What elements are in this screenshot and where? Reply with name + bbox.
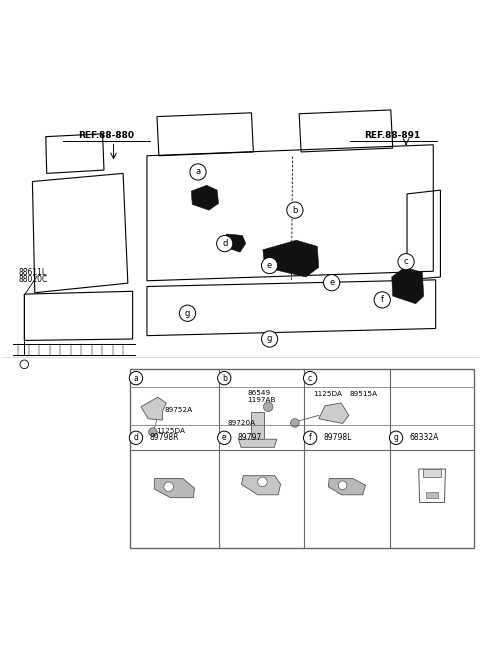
Text: 89798L: 89798L bbox=[324, 433, 352, 442]
Text: g: g bbox=[185, 309, 190, 318]
Circle shape bbox=[129, 371, 143, 385]
Text: c: c bbox=[308, 374, 312, 382]
Polygon shape bbox=[155, 478, 194, 497]
Text: 89515A: 89515A bbox=[350, 391, 378, 397]
Text: 68332A: 68332A bbox=[409, 433, 439, 442]
Circle shape bbox=[287, 202, 303, 218]
Polygon shape bbox=[141, 397, 166, 420]
Circle shape bbox=[217, 371, 231, 385]
Polygon shape bbox=[319, 403, 349, 424]
Polygon shape bbox=[252, 413, 264, 440]
Text: 1125DA: 1125DA bbox=[313, 391, 342, 397]
Circle shape bbox=[216, 235, 233, 252]
Circle shape bbox=[303, 431, 317, 445]
Text: 1197AB: 1197AB bbox=[247, 397, 276, 403]
Text: b: b bbox=[292, 206, 298, 215]
Text: a: a bbox=[195, 168, 201, 177]
Text: REF.88-880: REF.88-880 bbox=[78, 131, 134, 140]
Circle shape bbox=[180, 305, 196, 321]
Circle shape bbox=[20, 360, 29, 369]
Text: e: e bbox=[329, 278, 334, 287]
Text: 86549: 86549 bbox=[247, 390, 270, 396]
Text: 88611L: 88611L bbox=[18, 267, 46, 277]
Text: f: f bbox=[309, 433, 312, 442]
Circle shape bbox=[303, 371, 317, 385]
Text: g: g bbox=[267, 334, 272, 344]
Circle shape bbox=[149, 428, 157, 436]
Polygon shape bbox=[392, 267, 424, 304]
Polygon shape bbox=[419, 469, 445, 503]
Circle shape bbox=[324, 275, 340, 291]
Circle shape bbox=[374, 292, 390, 308]
Text: e: e bbox=[222, 433, 227, 442]
Circle shape bbox=[129, 431, 143, 445]
Polygon shape bbox=[423, 469, 441, 477]
Circle shape bbox=[398, 254, 414, 270]
Circle shape bbox=[389, 431, 403, 445]
Circle shape bbox=[262, 331, 278, 347]
Text: g: g bbox=[394, 433, 398, 442]
Circle shape bbox=[217, 431, 231, 445]
Polygon shape bbox=[239, 440, 277, 447]
Text: 89797: 89797 bbox=[238, 433, 262, 442]
Polygon shape bbox=[241, 476, 281, 495]
Circle shape bbox=[258, 477, 267, 487]
Text: b: b bbox=[222, 374, 227, 382]
Bar bbox=[130, 369, 474, 548]
Text: e: e bbox=[267, 261, 272, 270]
Text: a: a bbox=[133, 374, 138, 382]
Circle shape bbox=[262, 258, 278, 273]
Text: 89752A: 89752A bbox=[165, 407, 193, 413]
Text: d: d bbox=[222, 239, 228, 248]
Text: REF.88-891: REF.88-891 bbox=[365, 131, 421, 140]
Polygon shape bbox=[263, 240, 319, 277]
Text: 1125DA: 1125DA bbox=[156, 428, 185, 434]
Text: 89798R: 89798R bbox=[149, 433, 179, 442]
Polygon shape bbox=[218, 234, 246, 252]
Circle shape bbox=[190, 164, 206, 180]
Bar bbox=[426, 492, 438, 497]
Text: f: f bbox=[381, 296, 384, 304]
Circle shape bbox=[290, 419, 299, 427]
Polygon shape bbox=[192, 185, 218, 210]
Polygon shape bbox=[328, 478, 365, 495]
Circle shape bbox=[164, 482, 173, 491]
Text: c: c bbox=[404, 257, 408, 266]
Circle shape bbox=[264, 402, 273, 411]
Text: 88010C: 88010C bbox=[18, 275, 48, 284]
Circle shape bbox=[338, 481, 347, 489]
Text: 89720A: 89720A bbox=[227, 420, 255, 426]
Text: d: d bbox=[133, 433, 138, 442]
